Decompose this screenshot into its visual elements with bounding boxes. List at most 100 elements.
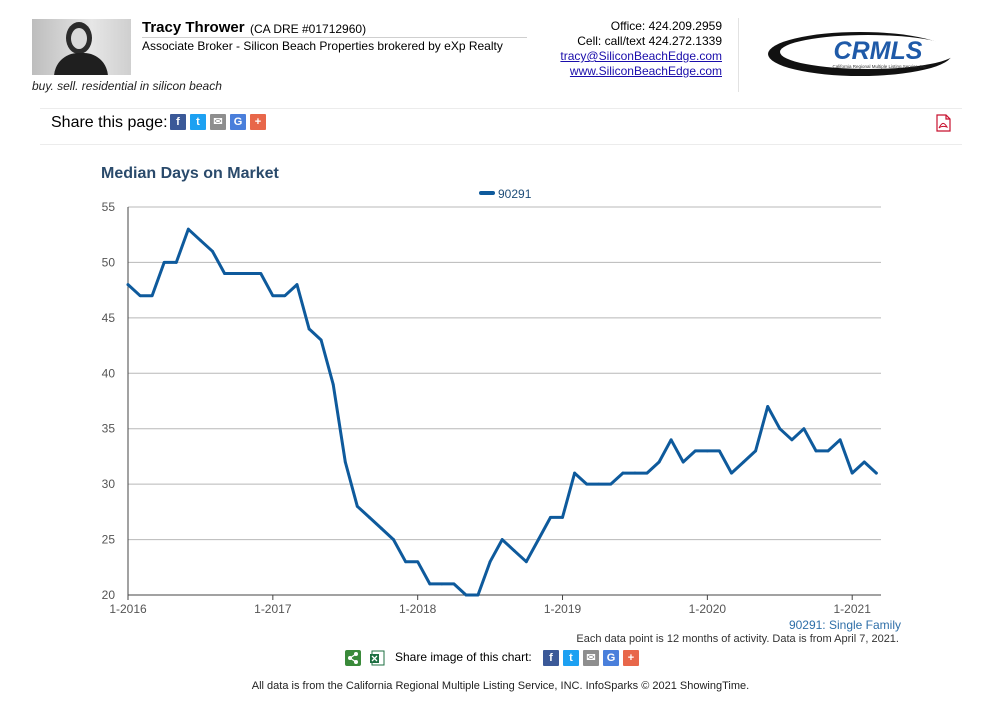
twitter-icon[interactable]: t — [563, 650, 579, 666]
data-point[interactable] — [428, 582, 432, 586]
data-point[interactable] — [283, 294, 287, 298]
top-divider — [40, 108, 962, 109]
data-point[interactable] — [705, 449, 709, 453]
share-divider — [40, 144, 962, 145]
x-tick-label: 1-2017 — [254, 602, 292, 616]
data-point[interactable] — [223, 272, 226, 275]
email-icon[interactable]: ✉ — [210, 114, 226, 130]
data-point[interactable] — [573, 471, 576, 475]
data-point[interactable] — [138, 294, 142, 298]
data-point[interactable] — [235, 272, 239, 275]
data-point[interactable] — [271, 294, 275, 298]
data-point[interactable] — [343, 460, 347, 464]
data-point[interactable] — [259, 272, 263, 275]
data-point[interactable] — [488, 560, 492, 564]
data-point[interactable] — [549, 516, 552, 519]
data-point[interactable] — [186, 227, 190, 231]
data-point[interactable] — [681, 460, 685, 464]
data-point[interactable] — [633, 471, 637, 475]
data-point[interactable] — [150, 294, 154, 298]
data-point[interactable] — [524, 560, 528, 564]
y-tick-label: 55 — [102, 200, 116, 214]
email-link[interactable]: tracy@SiliconBeachEdge.com — [560, 49, 722, 63]
pdf-icon[interactable] — [935, 114, 951, 132]
data-point[interactable] — [174, 261, 178, 264]
agent-photo — [32, 19, 131, 75]
data-point[interactable] — [802, 427, 806, 431]
data-point[interactable] — [850, 471, 854, 475]
data-point[interactable] — [609, 482, 613, 486]
data-point[interactable] — [718, 449, 721, 453]
data-point[interactable] — [126, 283, 130, 286]
data-point[interactable] — [452, 582, 456, 586]
y-tick-label: 25 — [102, 533, 116, 547]
data-point[interactable] — [295, 283, 299, 286]
data-point[interactable] — [331, 382, 335, 386]
share-chart-icon[interactable] — [345, 650, 361, 666]
facebook-icon[interactable]: f — [170, 114, 186, 130]
data-point[interactable] — [561, 516, 564, 519]
data-point[interactable] — [380, 527, 383, 530]
data-point[interactable] — [862, 460, 866, 464]
data-point[interactable] — [512, 549, 516, 553]
legend-label[interactable]: 90291 — [498, 187, 532, 201]
website-link[interactable]: www.SiliconBeachEdge.com — [569, 64, 722, 78]
crmls-logo-text: CRMLS — [834, 37, 923, 65]
data-point[interactable] — [874, 471, 878, 475]
data-point[interactable] — [355, 504, 359, 508]
google-icon[interactable]: G — [603, 650, 619, 666]
data-point[interactable] — [440, 582, 444, 586]
data-point[interactable] — [669, 438, 673, 442]
data-point[interactable] — [247, 272, 251, 275]
email-icon[interactable]: ✉ — [583, 650, 599, 666]
data-point[interactable] — [476, 593, 480, 597]
data-point[interactable] — [754, 449, 758, 453]
excel-export-icon[interactable] — [369, 650, 385, 666]
office-phone: Office: 424.209.2959 — [610, 19, 722, 33]
data-point[interactable] — [597, 482, 601, 486]
agent-name: Tracy Thrower — [142, 19, 245, 36]
y-tick-label: 40 — [102, 366, 116, 380]
data-point[interactable] — [319, 338, 323, 342]
data-point[interactable] — [730, 471, 733, 475]
x-tick-label: 1-2021 — [834, 602, 872, 616]
data-point[interactable] — [838, 438, 842, 442]
data-point[interactable] — [814, 449, 818, 453]
y-tick-label: 50 — [102, 255, 116, 269]
data-point[interactable] — [585, 482, 589, 486]
series-note: 90291: Single Family — [788, 618, 901, 632]
y-tick-label: 45 — [102, 311, 116, 325]
data-point[interactable] — [621, 471, 625, 475]
data-point[interactable] — [742, 460, 745, 464]
data-point[interactable] — [500, 538, 504, 541]
data-point[interactable] — [392, 538, 395, 541]
more-icon[interactable]: + — [250, 114, 266, 130]
agent-dre-number: (CA DRE #01712960) — [250, 22, 367, 36]
data-point[interactable] — [826, 449, 830, 453]
data-point[interactable] — [368, 516, 371, 519]
data-point[interactable] — [657, 460, 661, 464]
agent-tagline: buy. sell. residential in silicon beach — [32, 79, 222, 93]
share-page-label: Share this page: — [51, 114, 168, 131]
data-point[interactable] — [404, 560, 408, 564]
facebook-icon[interactable]: f — [543, 650, 559, 666]
share-image-label: Share image of this chart: — [395, 650, 532, 664]
data-point[interactable] — [464, 593, 468, 597]
data-point[interactable] — [199, 238, 202, 242]
google-icon[interactable]: G — [230, 114, 246, 130]
data-point[interactable] — [162, 261, 166, 264]
data-point[interactable] — [790, 438, 794, 442]
data-point[interactable] — [416, 560, 420, 564]
more-icon[interactable]: + — [623, 650, 639, 666]
data-point[interactable] — [693, 449, 697, 453]
data-point[interactable] — [766, 405, 770, 408]
data-point[interactable] — [778, 427, 782, 431]
activity-note: Each data point is 12 months of activity… — [576, 633, 899, 645]
data-point[interactable] — [536, 538, 540, 541]
data-point[interactable] — [645, 471, 649, 475]
twitter-icon[interactable]: t — [190, 114, 206, 130]
crmls-logo: CRMLS California Regional Multiple Listi… — [768, 32, 956, 76]
data-point[interactable] — [211, 249, 214, 253]
data-point[interactable] — [307, 327, 311, 331]
